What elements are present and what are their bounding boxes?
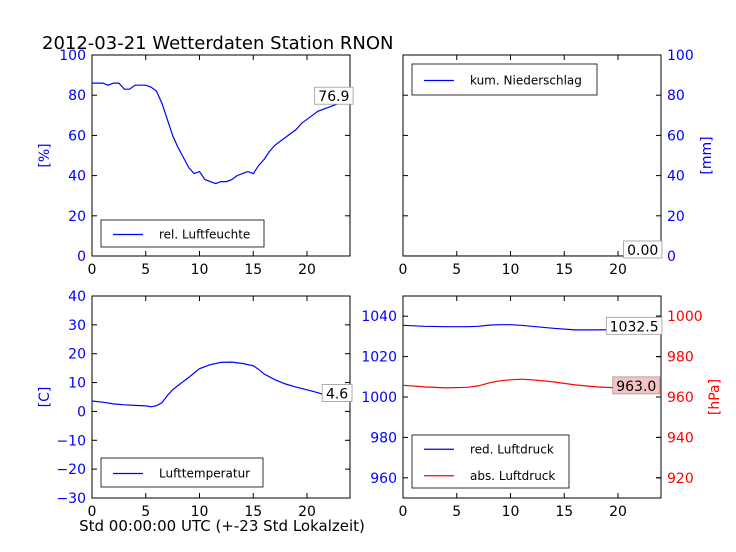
y-tick-label: 0 (77, 404, 86, 420)
y-tick-label: 1040 (361, 309, 397, 325)
y-tick-label: 60 (68, 128, 86, 144)
x-tick-label: 15 (555, 262, 573, 278)
x-tick-label: 5 (141, 262, 150, 278)
y2-tick-label: 960 (667, 390, 694, 406)
legend-label: rel. Luftfeuchte (159, 228, 250, 242)
y-tick-label: 20 (68, 209, 86, 225)
subplot-pressure: 0 5 10 15 20 960 980 1000 1020 1040 920 940 960 980 10… (361, 295, 723, 520)
legend-label: Lufttemperatur (159, 467, 250, 481)
annotation-label: 0.00 (627, 243, 658, 259)
x-tick-label: 15 (244, 262, 262, 278)
series-line-rel--luftfeuchte (92, 82, 350, 185)
x-tick-label: 20 (609, 262, 627, 278)
x-tick-label: 15 (555, 504, 573, 520)
y-tick-label: 40 (68, 169, 86, 185)
legend-box (411, 63, 598, 96)
x-tick-label: 0 (399, 262, 408, 278)
legend-label: kum. Niederschlag (470, 74, 582, 88)
y-tick-label: 80 (667, 88, 685, 104)
x-tick-label: 20 (609, 504, 627, 520)
x-tick-label: 10 (191, 262, 209, 278)
legend-box (100, 457, 264, 488)
x-axis-label: Std 00:00:00 UTC (+-23 Std Lokalzeit) (79, 517, 365, 535)
y2-tick-label: 940 (667, 430, 694, 446)
y-tick-label: 1020 (361, 350, 397, 366)
y-tick-label: 100 (667, 48, 694, 64)
y-tick-label: 60 (667, 128, 685, 144)
x-tick-label: 10 (191, 504, 209, 520)
y2-tick-label: 920 (667, 471, 694, 487)
y-tick-label: −20 (56, 462, 86, 478)
y-tick-label: 40 (667, 169, 685, 185)
y-tick-label: 980 (370, 430, 397, 446)
x-tick-label: 20 (298, 262, 316, 278)
annotation-label: 76.9 (318, 89, 349, 105)
subplot-temperature: 0 5 10 15 20 −30 −20 −10 0 10 20 30 40 [C] 4.6 Lufttemp… (37, 289, 353, 520)
annotation-box (605, 316, 663, 335)
x-tick-label: 10 (502, 262, 520, 278)
y2-axis-label: [hPa] (707, 379, 723, 415)
subplot-humidity: 0 5 10 15 20 0 20 40 60 80 100 [%] 76.9 rel. Luftfeuc… (37, 48, 354, 278)
y-tick-label: −10 (56, 433, 86, 449)
series-line-abs--luftdruck (403, 378, 661, 392)
subplot-precip: 0 5 10 15 20 0 20 40 60 80 100 [mm] 0.00 kum. Nieders… (399, 48, 715, 278)
y-tick-label: 1000 (361, 390, 397, 406)
y-tick-label: −30 (56, 491, 86, 507)
x-tick-label: 15 (244, 504, 262, 520)
y-tick-label: 20 (667, 209, 685, 225)
y-tick-label: 0 (667, 249, 676, 265)
annotation-label: 963.0 (616, 379, 656, 395)
annotation-box (623, 240, 663, 259)
y-tick-label: 80 (68, 88, 86, 104)
annotation-box (612, 376, 661, 395)
legend-box (411, 434, 570, 489)
y-axis-label: [C] (37, 387, 53, 408)
y2-tick-label: 980 (667, 350, 694, 366)
legend-box (100, 219, 265, 248)
y-tick-label: 40 (68, 289, 86, 305)
series-line-lufttemperatur (92, 361, 350, 408)
x-tick-label: 20 (298, 504, 316, 520)
y2-tick-label: 1000 (667, 309, 703, 325)
x-tick-label: 0 (88, 504, 97, 520)
legend-label: abs. Luftdruck (470, 469, 555, 483)
x-tick-label: 5 (452, 504, 461, 520)
x-tick-label: 0 (88, 262, 97, 278)
x-tick-label: 10 (502, 504, 520, 520)
x-tick-label: 5 (141, 504, 150, 520)
figure-title: 2012-03-21 Wetterdaten Station RNON (42, 33, 393, 54)
annotation-label: 4.6 (326, 387, 348, 403)
annotation-box (314, 86, 354, 105)
y-tick-label: 10 (68, 376, 86, 392)
annotation-box (321, 384, 353, 402)
y-tick-label: 0 (77, 249, 86, 265)
y-axis-label: [%] (37, 143, 53, 167)
y-tick-label: 100 (59, 48, 86, 64)
y-tick-label: 960 (370, 471, 397, 487)
x-tick-label: 0 (399, 504, 408, 520)
plot-frame (91, 54, 351, 257)
x-tick-label: 5 (452, 262, 461, 278)
y-tick-label: 20 (68, 347, 86, 363)
annotation-label: 1032.5 (610, 319, 659, 335)
legend-label: red. Luftdruck (470, 442, 554, 456)
y-tick-label: 30 (68, 318, 86, 334)
y-axis-label: [mm] (699, 136, 715, 174)
